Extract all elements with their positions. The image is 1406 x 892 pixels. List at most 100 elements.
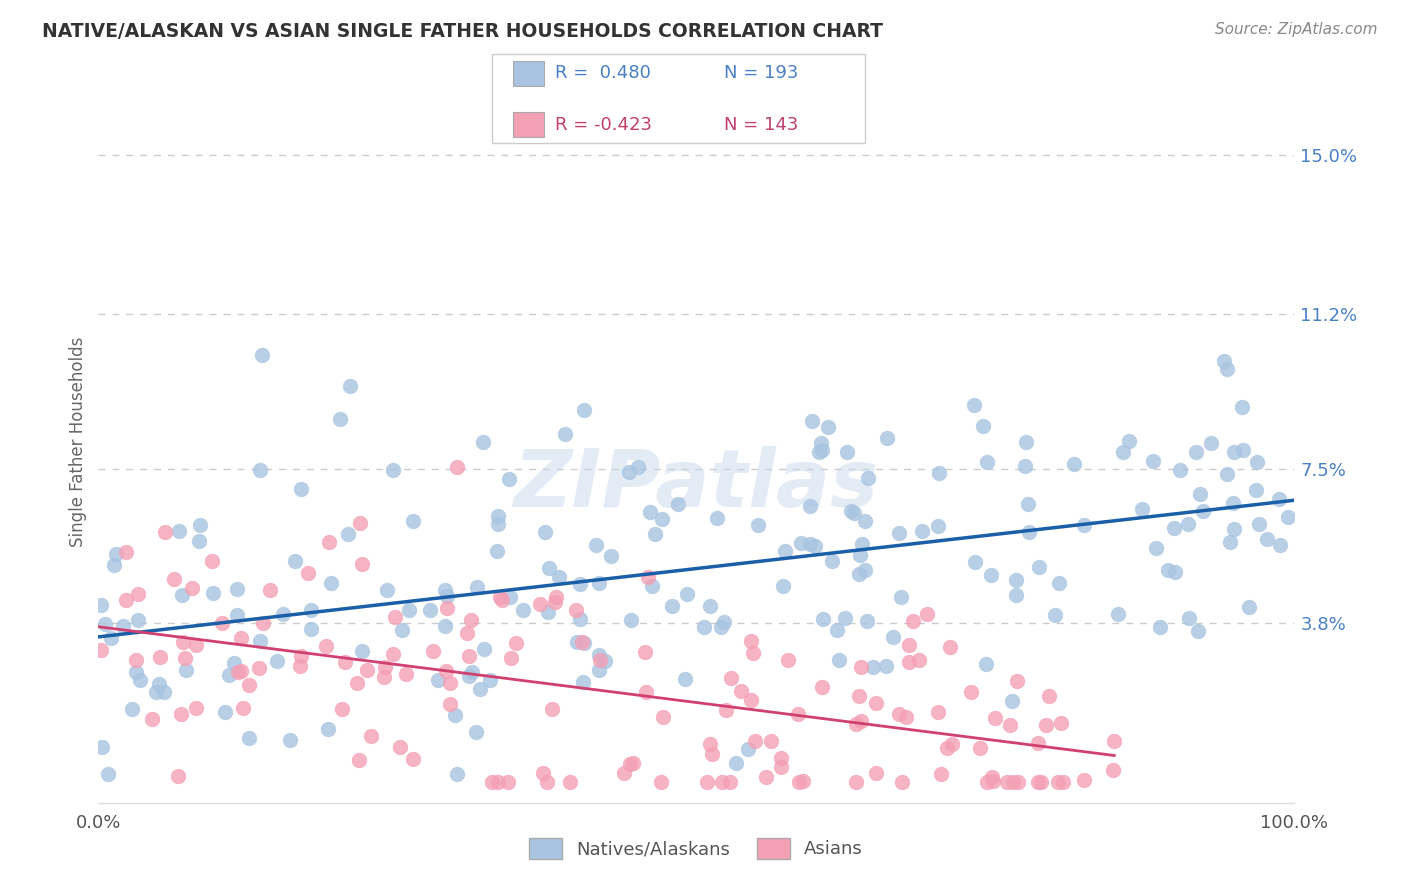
Point bbox=[627, 460, 650, 475]
Point bbox=[761, 733, 783, 747]
Point bbox=[336, 527, 359, 541]
Point bbox=[249, 661, 271, 675]
Point bbox=[1170, 463, 1192, 477]
Point bbox=[290, 659, 312, 673]
Point bbox=[792, 773, 814, 788]
Point bbox=[571, 635, 593, 649]
Point bbox=[935, 740, 957, 755]
Point bbox=[149, 650, 172, 665]
Point bbox=[927, 518, 949, 533]
Point bbox=[790, 536, 813, 550]
Point bbox=[472, 642, 495, 657]
Point bbox=[769, 760, 792, 774]
Point bbox=[960, 684, 983, 698]
Point bbox=[1073, 772, 1095, 787]
Point bbox=[637, 570, 659, 584]
Point bbox=[360, 729, 382, 743]
Point bbox=[706, 511, 728, 525]
Point bbox=[1029, 775, 1052, 789]
Point bbox=[127, 613, 149, 627]
Point bbox=[928, 466, 950, 480]
Point bbox=[981, 770, 1004, 784]
Point bbox=[458, 648, 481, 663]
Point bbox=[804, 539, 827, 553]
Point bbox=[315, 639, 337, 653]
Point bbox=[984, 711, 1007, 725]
Point bbox=[980, 567, 1002, 582]
Text: R = -0.423: R = -0.423 bbox=[555, 116, 652, 134]
Point bbox=[124, 665, 146, 680]
Point bbox=[574, 636, 596, 650]
Point bbox=[941, 737, 963, 751]
Point bbox=[97, 766, 120, 780]
Point bbox=[174, 651, 197, 665]
Point bbox=[834, 611, 856, 625]
Point bbox=[329, 411, 352, 425]
Point bbox=[981, 774, 1004, 789]
Point bbox=[1189, 487, 1212, 501]
Point bbox=[714, 703, 737, 717]
Point bbox=[316, 722, 339, 736]
Point bbox=[1246, 455, 1268, 469]
Point bbox=[443, 707, 465, 722]
Point bbox=[972, 419, 994, 434]
Point bbox=[465, 580, 488, 594]
Point bbox=[330, 702, 353, 716]
Point bbox=[897, 639, 920, 653]
Point bbox=[554, 426, 576, 441]
Point bbox=[536, 775, 558, 789]
Point bbox=[1118, 434, 1140, 449]
Point bbox=[290, 483, 312, 497]
Point bbox=[742, 646, 765, 660]
Point bbox=[1144, 541, 1167, 556]
Legend: Natives/Alaskans, Asians: Natives/Alaskans, Asians bbox=[522, 830, 870, 866]
Point bbox=[1102, 763, 1125, 777]
Point bbox=[1232, 443, 1254, 458]
Point bbox=[634, 645, 657, 659]
Point bbox=[911, 524, 934, 538]
Point bbox=[1177, 517, 1199, 532]
Point bbox=[434, 665, 457, 679]
Point bbox=[565, 602, 588, 616]
Point bbox=[538, 560, 561, 574]
Point bbox=[125, 653, 148, 667]
Point bbox=[419, 603, 441, 617]
Point bbox=[1222, 496, 1244, 510]
Point bbox=[1047, 576, 1070, 591]
Point bbox=[810, 436, 832, 450]
Point bbox=[543, 595, 565, 609]
Point bbox=[1132, 501, 1154, 516]
Point bbox=[129, 673, 152, 687]
Point bbox=[201, 586, 224, 600]
Point bbox=[1249, 516, 1271, 531]
Point bbox=[1045, 607, 1067, 622]
Point bbox=[290, 649, 312, 664]
Point bbox=[395, 666, 418, 681]
Point bbox=[713, 615, 735, 629]
Point bbox=[446, 766, 468, 780]
Point bbox=[127, 587, 149, 601]
Point bbox=[1046, 775, 1069, 789]
Point bbox=[381, 647, 404, 661]
Point bbox=[737, 742, 759, 756]
Point bbox=[915, 607, 938, 622]
Point bbox=[652, 710, 675, 724]
Point bbox=[252, 616, 274, 631]
Point bbox=[333, 655, 356, 669]
Text: N = 143: N = 143 bbox=[724, 116, 799, 134]
Point bbox=[1230, 400, 1253, 414]
Point bbox=[769, 750, 792, 764]
Point bbox=[839, 504, 862, 518]
Point bbox=[718, 775, 741, 789]
Point bbox=[499, 590, 522, 604]
Point bbox=[1050, 716, 1073, 731]
Point bbox=[145, 684, 167, 698]
Point bbox=[876, 431, 898, 445]
Point bbox=[90, 642, 112, 657]
Point bbox=[1219, 535, 1241, 549]
Point bbox=[460, 613, 482, 627]
Point bbox=[174, 663, 197, 677]
Point bbox=[1216, 362, 1239, 376]
Point bbox=[319, 576, 342, 591]
Point bbox=[589, 653, 612, 667]
